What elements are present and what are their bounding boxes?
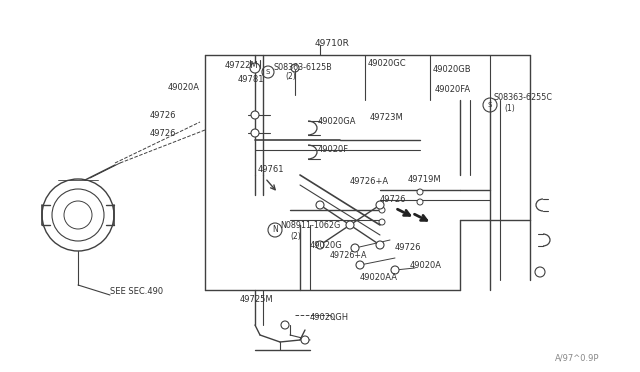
Text: 49020A: 49020A bbox=[410, 260, 442, 269]
Circle shape bbox=[316, 241, 324, 249]
Text: 49020G: 49020G bbox=[310, 241, 343, 250]
Circle shape bbox=[379, 207, 385, 213]
Text: 49726+A: 49726+A bbox=[330, 250, 367, 260]
Circle shape bbox=[346, 221, 354, 229]
Circle shape bbox=[316, 201, 324, 209]
Circle shape bbox=[535, 267, 545, 277]
Circle shape bbox=[376, 241, 384, 249]
Circle shape bbox=[379, 219, 385, 225]
Text: 49723M: 49723M bbox=[370, 113, 404, 122]
Text: 49726: 49726 bbox=[380, 196, 406, 205]
Circle shape bbox=[251, 129, 259, 137]
Text: 49781: 49781 bbox=[238, 76, 264, 84]
Circle shape bbox=[417, 199, 423, 205]
Text: 49726: 49726 bbox=[150, 110, 177, 119]
Text: 49726: 49726 bbox=[150, 128, 177, 138]
Text: 49020A: 49020A bbox=[168, 83, 200, 93]
Text: 49710R: 49710R bbox=[315, 39, 350, 48]
Text: 49726+A: 49726+A bbox=[350, 177, 389, 186]
Text: N: N bbox=[272, 225, 278, 234]
Circle shape bbox=[391, 266, 399, 274]
Circle shape bbox=[351, 244, 359, 252]
Text: N08911-1062G: N08911-1062G bbox=[280, 221, 340, 231]
Text: S: S bbox=[266, 69, 270, 75]
Text: S08363-6255C: S08363-6255C bbox=[494, 93, 553, 103]
Text: (2): (2) bbox=[290, 232, 301, 241]
Text: (1): (1) bbox=[504, 103, 515, 112]
Circle shape bbox=[251, 111, 259, 119]
Text: SEE SEC.490: SEE SEC.490 bbox=[110, 288, 163, 296]
Text: (2): (2) bbox=[285, 71, 296, 80]
Circle shape bbox=[417, 189, 423, 195]
Text: 49761: 49761 bbox=[258, 166, 285, 174]
Circle shape bbox=[250, 63, 260, 73]
Text: 49719M: 49719M bbox=[408, 176, 442, 185]
Circle shape bbox=[301, 336, 309, 344]
Text: 49020GB: 49020GB bbox=[433, 65, 472, 74]
Text: 49020GH: 49020GH bbox=[310, 314, 349, 323]
Circle shape bbox=[376, 201, 384, 209]
Text: 49020F: 49020F bbox=[318, 145, 349, 154]
Text: 49725M: 49725M bbox=[240, 295, 274, 305]
Text: 49726: 49726 bbox=[395, 244, 422, 253]
Circle shape bbox=[356, 261, 364, 269]
Text: 49020GC: 49020GC bbox=[368, 58, 406, 67]
Text: 49020GA: 49020GA bbox=[318, 118, 356, 126]
Text: 49020AA: 49020AA bbox=[360, 273, 398, 282]
Text: S: S bbox=[488, 102, 492, 108]
Circle shape bbox=[281, 321, 289, 329]
Text: S08363-6125B: S08363-6125B bbox=[274, 62, 333, 71]
Text: 49722M: 49722M bbox=[225, 61, 259, 70]
Text: 49020FA: 49020FA bbox=[435, 86, 471, 94]
Text: A/97^0.9P: A/97^0.9P bbox=[555, 353, 600, 362]
